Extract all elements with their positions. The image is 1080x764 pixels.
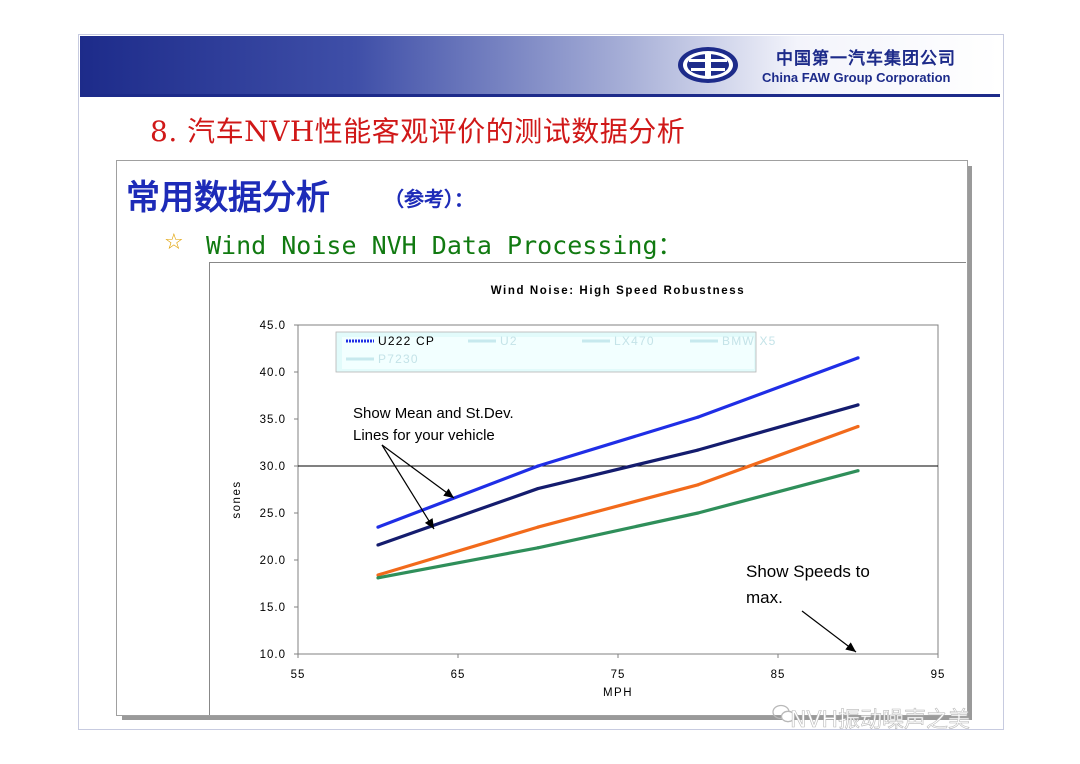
data-point <box>376 576 380 580</box>
wechat-icon <box>772 704 796 723</box>
data-point <box>856 469 860 473</box>
series-line-3 <box>377 425 859 577</box>
annotation-text: Show Mean and St.Dev. <box>353 405 514 422</box>
data-point <box>696 483 700 487</box>
y-tick-label: 20.0 <box>260 555 286 567</box>
annotation-arrow-head <box>443 488 454 498</box>
data-point <box>376 525 380 529</box>
data-point <box>376 573 380 577</box>
legend-label: U2 <box>500 334 518 348</box>
annotation-arrow <box>801 610 857 653</box>
x-tick-label: 55 <box>291 669 306 681</box>
header-divider <box>80 94 1000 97</box>
y-tick-label: 25.0 <box>260 508 286 520</box>
series-line-1 <box>377 356 859 529</box>
data-point <box>856 424 860 429</box>
data-point <box>536 546 540 550</box>
data-point <box>536 464 540 468</box>
x-tick-label: 85 <box>771 669 786 681</box>
y-tick-label: 30.0 <box>260 461 286 473</box>
chart-title: Wind Noise: High Speed Robustness <box>491 285 746 297</box>
annotation-text: Show Speeds to <box>746 562 870 581</box>
legend-label: LX470 <box>614 334 655 348</box>
annotation-arrow <box>381 444 435 530</box>
y-tick-label: 10.0 <box>260 649 286 661</box>
y-tick-label: 35.0 <box>260 414 286 426</box>
legend-label: BMW X5 <box>722 334 777 348</box>
legend-label: U222 CP <box>378 334 435 348</box>
annotation-text: max. <box>746 588 783 607</box>
y-tick-label: 15.0 <box>260 602 286 614</box>
data-point <box>536 486 540 491</box>
header-banner <box>80 36 1000 94</box>
annotation-text: Lines for your vehicle <box>353 427 495 444</box>
data-point <box>696 448 700 452</box>
bullet-text: Wind Noise NVH Data Processing： <box>206 231 683 260</box>
x-tick-label: 95 <box>931 669 946 681</box>
data-point <box>376 543 380 547</box>
watermark-text: NVH振动噪声之美 <box>790 708 971 734</box>
x-tick-label: 75 <box>611 669 626 681</box>
annotation-arrow-head <box>424 518 434 529</box>
slide-title: 8. 汽车NVH性能客观评价的测试数据分析 <box>150 115 686 148</box>
company-name-cn: 中国第一汽车集团公司 <box>776 49 956 69</box>
annotation-arrow-head <box>845 642 856 652</box>
legend-label: P7230 <box>378 352 419 366</box>
wind-noise-chart: Wind Noise: High Speed Robustness 10.0 15.… <box>231 285 946 699</box>
x-axis-label: MPH <box>603 687 633 699</box>
annotation-arrow <box>381 444 455 499</box>
y-axis-label: sones <box>231 480 243 518</box>
section-subtitle: （参考）： <box>384 187 474 211</box>
star-bullet-icon: ☆ <box>164 230 184 255</box>
company-name-en: China FAW Group Corporation <box>762 70 951 85</box>
faw-logo-icon <box>678 47 738 83</box>
data-point <box>696 415 700 419</box>
data-point <box>856 403 860 407</box>
plot-frame <box>297 324 939 655</box>
y-tick-label: 40.0 <box>260 367 286 379</box>
section-title: 常用数据分析 <box>126 178 330 218</box>
chart-container: Wind Noise: High Speed Robustness 10.0 15.… <box>209 262 966 715</box>
y-tick-label: 45.0 <box>260 320 286 332</box>
series-line-4 <box>377 469 859 580</box>
data-point <box>536 525 540 529</box>
data-point <box>856 356 860 360</box>
x-tick-label: 65 <box>451 669 466 681</box>
data-point <box>696 511 700 515</box>
legend-inner <box>342 337 754 369</box>
series-line-2 <box>377 403 859 547</box>
